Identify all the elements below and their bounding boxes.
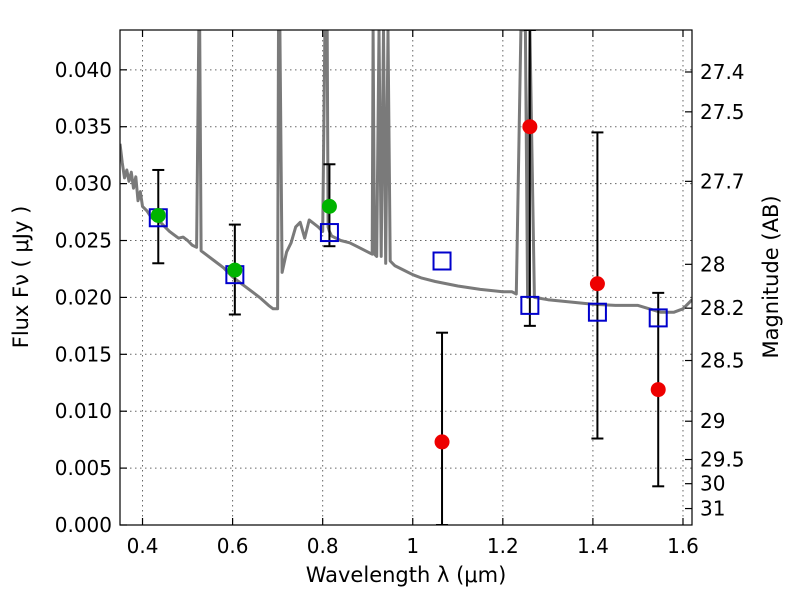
y2-tick-label: 28	[700, 252, 725, 276]
x-axis-title: Wavelength λ (μm)	[306, 563, 507, 587]
y2-tick-label: 28.5	[700, 349, 745, 373]
y2-tick-label: 29.5	[700, 448, 745, 472]
x-tick-label: 0.6	[217, 534, 249, 558]
axis-ticks: 0.4 0.6 0.8 1 1.2 1.4 1.6 0.000 0.005 0.010 0.015 0…	[55, 30, 745, 558]
y2-tick-label: 27.5	[700, 100, 745, 124]
plot-area	[120, 30, 692, 525]
nir-point	[522, 119, 538, 135]
optical-point	[227, 262, 243, 278]
y-tick-label: 0.005	[55, 456, 112, 480]
y2-axis-title: Magnitude (AB)	[759, 195, 783, 358]
x-tick-label: 0.4	[127, 534, 159, 558]
y-tick-label: 0.030	[55, 172, 112, 196]
optical-point	[150, 207, 166, 223]
y-tick-label: 0.000	[55, 513, 112, 537]
y-tick-label: 0.040	[55, 58, 112, 82]
y2-tick-label: 27.7	[700, 169, 745, 193]
nir-point	[589, 276, 605, 292]
x-tick-label: 0.8	[307, 534, 339, 558]
y-tick-label: 0.035	[55, 115, 112, 139]
x-tick-label: 1.4	[577, 534, 609, 558]
model-square	[587, 302, 607, 322]
model-square	[648, 308, 668, 328]
plot-frame	[119, 29, 693, 526]
y2-tick-label: 28.2	[700, 296, 745, 320]
y-axis-title: Flux Fν ( μJy )	[9, 206, 33, 349]
optical-point	[321, 198, 337, 214]
y-tick-label: 0.015	[55, 342, 112, 366]
grid-lines	[120, 30, 692, 526]
y-tick-label: 0.010	[55, 399, 112, 423]
y-tick-label: 0.020	[55, 285, 112, 309]
clipped-data	[120, 30, 692, 525]
nir-point	[650, 382, 666, 398]
template-spectrum-line	[120, 30, 692, 314]
y2-tick-label: 29	[700, 409, 725, 433]
model-square	[432, 251, 452, 271]
nir-point	[434, 434, 450, 450]
y2-tick-label: 27.4	[700, 60, 745, 84]
x-tick-label: 1.2	[487, 534, 519, 558]
model-square	[520, 295, 540, 315]
x-tick-label: 1.6	[667, 534, 699, 558]
y2-tick-label: 31	[700, 497, 725, 521]
model-square	[319, 223, 339, 243]
y2-tick-label: 30	[700, 472, 725, 496]
y-tick-label: 0.025	[55, 229, 112, 253]
x-tick-label: 1	[406, 534, 419, 558]
